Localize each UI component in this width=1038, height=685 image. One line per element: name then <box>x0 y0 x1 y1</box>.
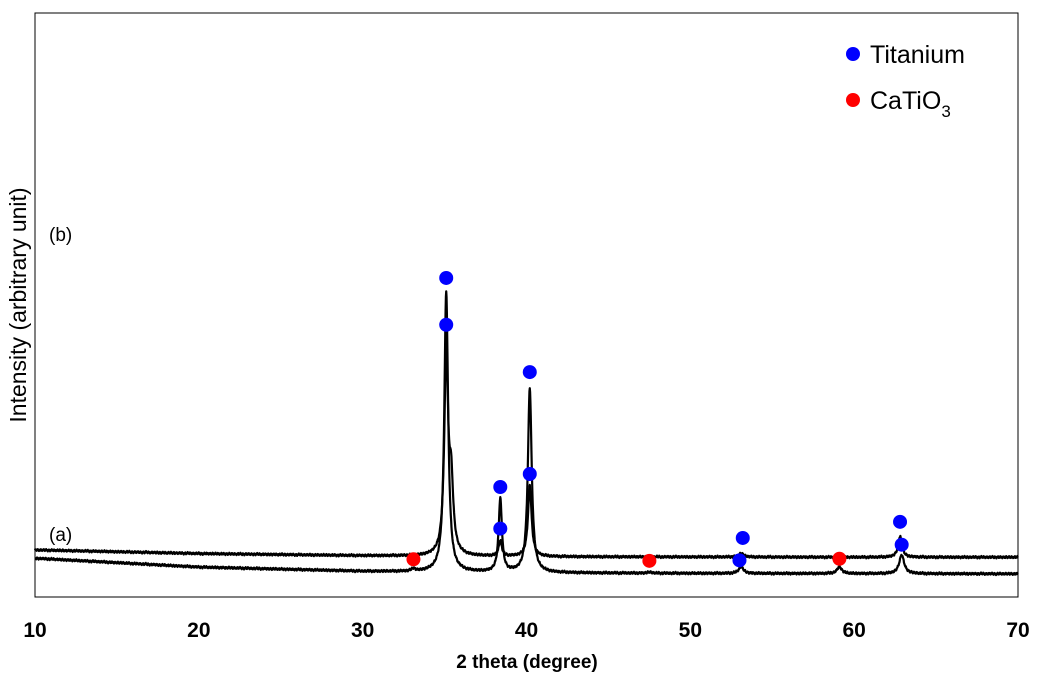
peak-marker-titanium-a-7 <box>894 537 909 552</box>
legend-catio3-marker <box>846 93 860 107</box>
x-tick-label-20: 20 <box>187 619 210 642</box>
legend-catio3-text: CaTiO <box>870 87 941 115</box>
peak-marker-titanium-a-5 <box>732 553 747 568</box>
curve-a <box>34 290 1019 577</box>
legend-titanium-label: Titanium <box>870 41 965 69</box>
x-tick-label-60: 60 <box>842 619 865 642</box>
x-tick-labels: 10 20 30 40 50 60 70 <box>23 619 1029 642</box>
curves-group <box>33 290 1019 577</box>
peak-marker-titanium-b-1 <box>493 521 508 536</box>
peak-marker-titanium-b-0 <box>439 317 454 332</box>
legend-catio3-label: CaTiO3 <box>870 87 951 121</box>
plot-area-frame <box>34 12 1019 598</box>
x-tick-label-30: 30 <box>351 619 374 642</box>
peak-marker-titanium-b-4 <box>893 514 908 529</box>
y-axis-title: Intensity (arbitrary unit) <box>5 187 31 422</box>
curve-label-b: (b) <box>49 225 72 246</box>
peak-marker-catio3-a-0 <box>406 552 421 567</box>
peak-marker-titanium-a-3 <box>522 365 537 380</box>
peak-marker-catio3-a-6 <box>832 551 847 566</box>
x-tick-label-40: 40 <box>515 619 538 642</box>
x-tick-label-70: 70 <box>1006 619 1029 642</box>
peak-marker-titanium-b-2 <box>522 467 537 481</box>
peak-marker-catio3-a-4 <box>642 553 657 568</box>
legend-titanium-marker <box>846 47 860 61</box>
x-tick-label-10: 10 <box>23 619 46 642</box>
x-axis-title: 2 theta (degree) <box>456 652 597 673</box>
legend-catio3-subscript: 3 <box>941 102 950 121</box>
legend: Titanium CaTiO3 <box>846 41 965 121</box>
peak-marker-titanium-b-3 <box>735 530 750 545</box>
markers-group <box>406 270 909 568</box>
peak-marker-titanium-a-2 <box>493 480 508 494</box>
peak-marker-titanium-a-1 <box>439 270 454 285</box>
curve-label-a: (a) <box>49 525 72 546</box>
x-tick-label-50: 50 <box>679 619 702 642</box>
curve-b <box>33 342 1019 560</box>
